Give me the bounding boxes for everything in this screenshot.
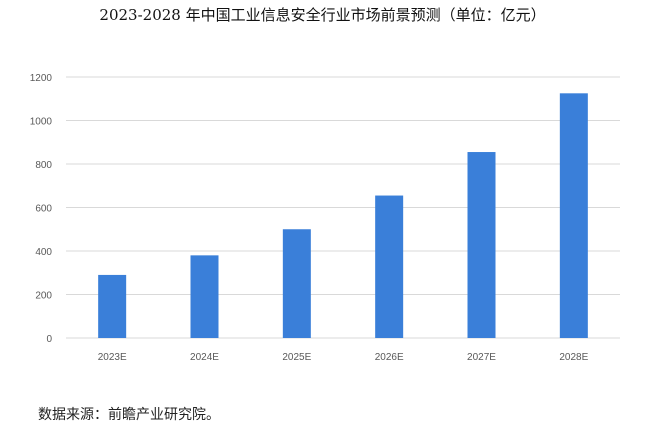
bar — [190, 255, 219, 338]
y-tick-label: 1200 — [30, 73, 53, 84]
chart-title: 2023-2028 年中国工业信息安全行业市场前景预测（单位：亿元） — [99, 6, 546, 24]
x-tick-label: 2025E — [282, 352, 311, 363]
y-tick-label: 600 — [35, 204, 52, 215]
y-tick-label: 400 — [35, 247, 52, 258]
source-note: 数据来源：前瞻产业研究院。 — [38, 407, 220, 423]
x-tick-label: 2023E — [98, 352, 127, 363]
y-tick-label: 200 — [35, 291, 52, 302]
bar — [282, 229, 311, 338]
bar — [375, 195, 404, 338]
x-tick-label: 2026E — [375, 352, 404, 363]
x-tick-label: 2028E — [559, 352, 588, 363]
bar — [98, 274, 127, 338]
x-tick-label: 2027E — [467, 352, 496, 363]
bar — [467, 152, 496, 338]
bar — [559, 93, 588, 338]
x-tick-label: 2024E — [190, 352, 219, 363]
bar-chart: 0 200 400 600 800 1000 1200 2023E 2024E 2025E 2026… — [30, 73, 620, 363]
y-tick-label: 800 — [35, 160, 52, 171]
chart-area: 0 200 400 600 800 1000 1200 2023E 2024E 2025E 2026… — [0, 50, 645, 385]
y-tick-label: 0 — [46, 334, 52, 345]
y-tick-label: 1000 — [30, 117, 53, 128]
